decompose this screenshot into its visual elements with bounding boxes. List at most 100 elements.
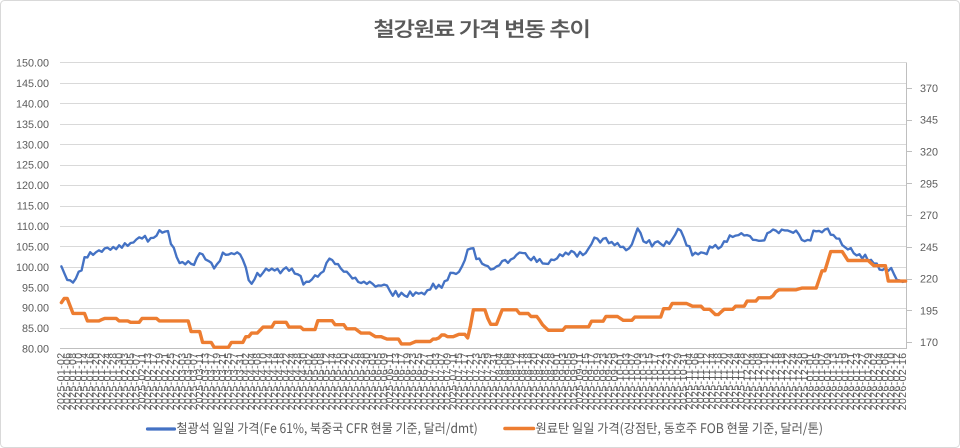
svg-text:2025-08-04: 2025-08-04 [494,353,506,411]
svg-text:2026-02-04: 2026-02-04 [874,353,886,411]
svg-text:2025-01-28: 2025-01-28 [108,353,120,411]
svg-text:2025-10-27: 2025-10-27 [666,353,678,411]
svg-text:2025-06-03: 2025-06-03 [367,353,379,411]
svg-text:2025-04-08: 2025-04-08 [252,353,264,411]
svg-text:2025-03-13: 2025-03-13 [200,353,212,411]
svg-text:2025-05-06: 2025-05-06 [309,353,321,411]
svg-text:2025-01-20: 2025-01-20 [90,353,102,411]
svg-text:2025-06-17: 2025-06-17 [396,353,408,411]
svg-text:2025-11-20: 2025-11-20 [718,353,730,410]
svg-text:2025-09-25: 2025-09-25 [603,353,615,411]
svg-text:90.00: 90.00 [22,303,49,315]
svg-text:2025-05-20: 2025-05-20 [338,353,350,411]
svg-text:2025-03-21: 2025-03-21 [217,353,229,411]
svg-text:195: 195 [920,305,938,317]
svg-text:2026-01-19: 2026-01-19 [839,353,851,411]
svg-text:2025-09-19: 2025-09-19 [592,353,604,411]
svg-text:2025-02-21: 2025-02-21 [159,353,171,411]
svg-text:2025-05-16: 2025-05-16 [332,353,344,411]
svg-text:2025-10-03: 2025-10-03 [620,353,632,411]
svg-text:130.00: 130.00 [16,139,49,151]
svg-text:2025-07-29: 2025-07-29 [482,353,494,411]
svg-text:2026-01-01: 2026-01-01 [805,353,817,411]
svg-text:2025-05-30: 2025-05-30 [361,353,373,411]
svg-text:2026-01-15: 2026-01-15 [834,353,846,411]
svg-text:2025-12-08: 2025-12-08 [753,353,765,411]
svg-text:2025-10-07: 2025-10-07 [626,353,638,411]
svg-text:2025-11-12: 2025-11-12 [701,353,713,410]
svg-text:2025-08-26: 2025-08-26 [540,353,552,411]
svg-text:2025-07-25: 2025-07-25 [476,353,488,411]
svg-text:2025-11-26: 2025-11-26 [730,353,742,410]
svg-text:2025-09-01: 2025-09-01 [551,353,563,411]
svg-text:2025-05-26: 2025-05-26 [350,353,362,411]
svg-text:220: 220 [920,274,938,286]
svg-text:145.00: 145.00 [16,78,49,90]
svg-text:2025-04-10: 2025-04-10 [257,353,269,411]
svg-text:2025-01-22: 2025-01-22 [96,353,108,411]
svg-text:2025-09-09: 2025-09-09 [569,353,581,411]
svg-text:2025-08-14: 2025-08-14 [517,353,529,411]
svg-text:270: 270 [920,210,938,222]
svg-text:2026-02-16: 2026-02-16 [897,353,909,411]
svg-text:2026-02-10: 2026-02-10 [885,353,897,411]
svg-text:2025-10-21: 2025-10-21 [655,353,667,411]
svg-text:2025-12-22: 2025-12-22 [782,353,794,411]
svg-text:345: 345 [920,115,938,127]
svg-text:2025-11-04: 2025-11-04 [684,353,696,410]
svg-text:2025-11-18: 2025-11-18 [713,353,725,410]
svg-text:2025-06-05: 2025-06-05 [373,353,385,411]
svg-text:2025-10-13: 2025-10-13 [638,353,650,411]
svg-text:2025-02-11: 2025-02-11 [136,353,148,410]
svg-text:2025-02-05: 2025-02-05 [125,353,137,411]
svg-text:2025-03-17: 2025-03-17 [205,353,217,411]
svg-text:2025-09-15: 2025-09-15 [580,353,592,411]
svg-text:2025-04-24: 2025-04-24 [286,353,298,411]
svg-text:85.00: 85.00 [22,323,49,335]
svg-text:2025-11-10: 2025-11-10 [695,353,707,410]
svg-text:2025-06-23: 2025-06-23 [407,353,419,411]
svg-text:2025-03-27: 2025-03-27 [229,353,241,411]
svg-text:2025-07-21: 2025-07-21 [465,353,477,411]
svg-text:2025-05-02: 2025-05-02 [303,353,315,411]
svg-text:2025-07-03: 2025-07-03 [430,353,442,411]
svg-text:2025-09-03: 2025-09-03 [557,353,569,411]
svg-text:2025-08-12: 2025-08-12 [511,353,523,411]
svg-text:295: 295 [920,178,938,190]
svg-text:2025-04-28: 2025-04-28 [292,353,304,411]
svg-text:2026-01-13: 2026-01-13 [828,353,840,411]
svg-text:2025-10-15: 2025-10-15 [643,353,655,411]
svg-text:2025-12-02: 2025-12-02 [741,353,753,411]
svg-text:2025-01-08: 2025-01-08 [67,353,79,411]
svg-text:2025-03-25: 2025-03-25 [223,353,235,411]
svg-text:2025-08-20: 2025-08-20 [528,353,540,411]
svg-text:2025-10-01: 2025-10-01 [615,353,627,411]
svg-text:2025-09-23: 2025-09-23 [597,353,609,411]
svg-text:2025-07-11: 2025-07-11 [447,353,459,410]
svg-text:2025-04-22: 2025-04-22 [280,353,292,411]
svg-text:2025-03-05: 2025-03-05 [182,353,194,411]
svg-text:2025-01-06: 2025-01-06 [61,353,73,411]
svg-text:2025-07-31: 2025-07-31 [488,353,500,411]
svg-text:2025-07-17: 2025-07-17 [459,353,471,411]
svg-text:2025-04-02: 2025-04-02 [240,353,252,411]
svg-text:2025-05-14: 2025-05-14 [326,353,338,411]
svg-text:2025-03-31: 2025-03-31 [234,353,246,411]
svg-text:2025-01-02: 2025-01-02 [56,353,68,411]
svg-text:100.00: 100.00 [16,262,49,274]
svg-text:2026-02-06: 2026-02-06 [880,353,892,411]
svg-text:2025-09-29: 2025-09-29 [609,353,621,411]
svg-text:2025-02-03: 2025-02-03 [119,353,131,411]
svg-text:2025-03-19: 2025-03-19 [211,353,223,411]
svg-text:245: 245 [920,242,938,254]
svg-text:2025-02-25: 2025-02-25 [165,353,177,411]
svg-text:110.00: 110.00 [17,221,49,233]
svg-text:135.00: 135.00 [16,119,49,131]
svg-text:105.00: 105.00 [16,242,49,254]
svg-text:80.00: 80.00 [22,344,49,356]
svg-text:2025-04-14: 2025-04-14 [263,353,275,411]
svg-text:2025-07-01: 2025-07-01 [424,353,436,411]
svg-text:2025-11-28: 2025-11-28 [736,353,748,410]
svg-text:170: 170 [920,337,938,349]
svg-text:2025-10-29: 2025-10-29 [672,353,684,411]
